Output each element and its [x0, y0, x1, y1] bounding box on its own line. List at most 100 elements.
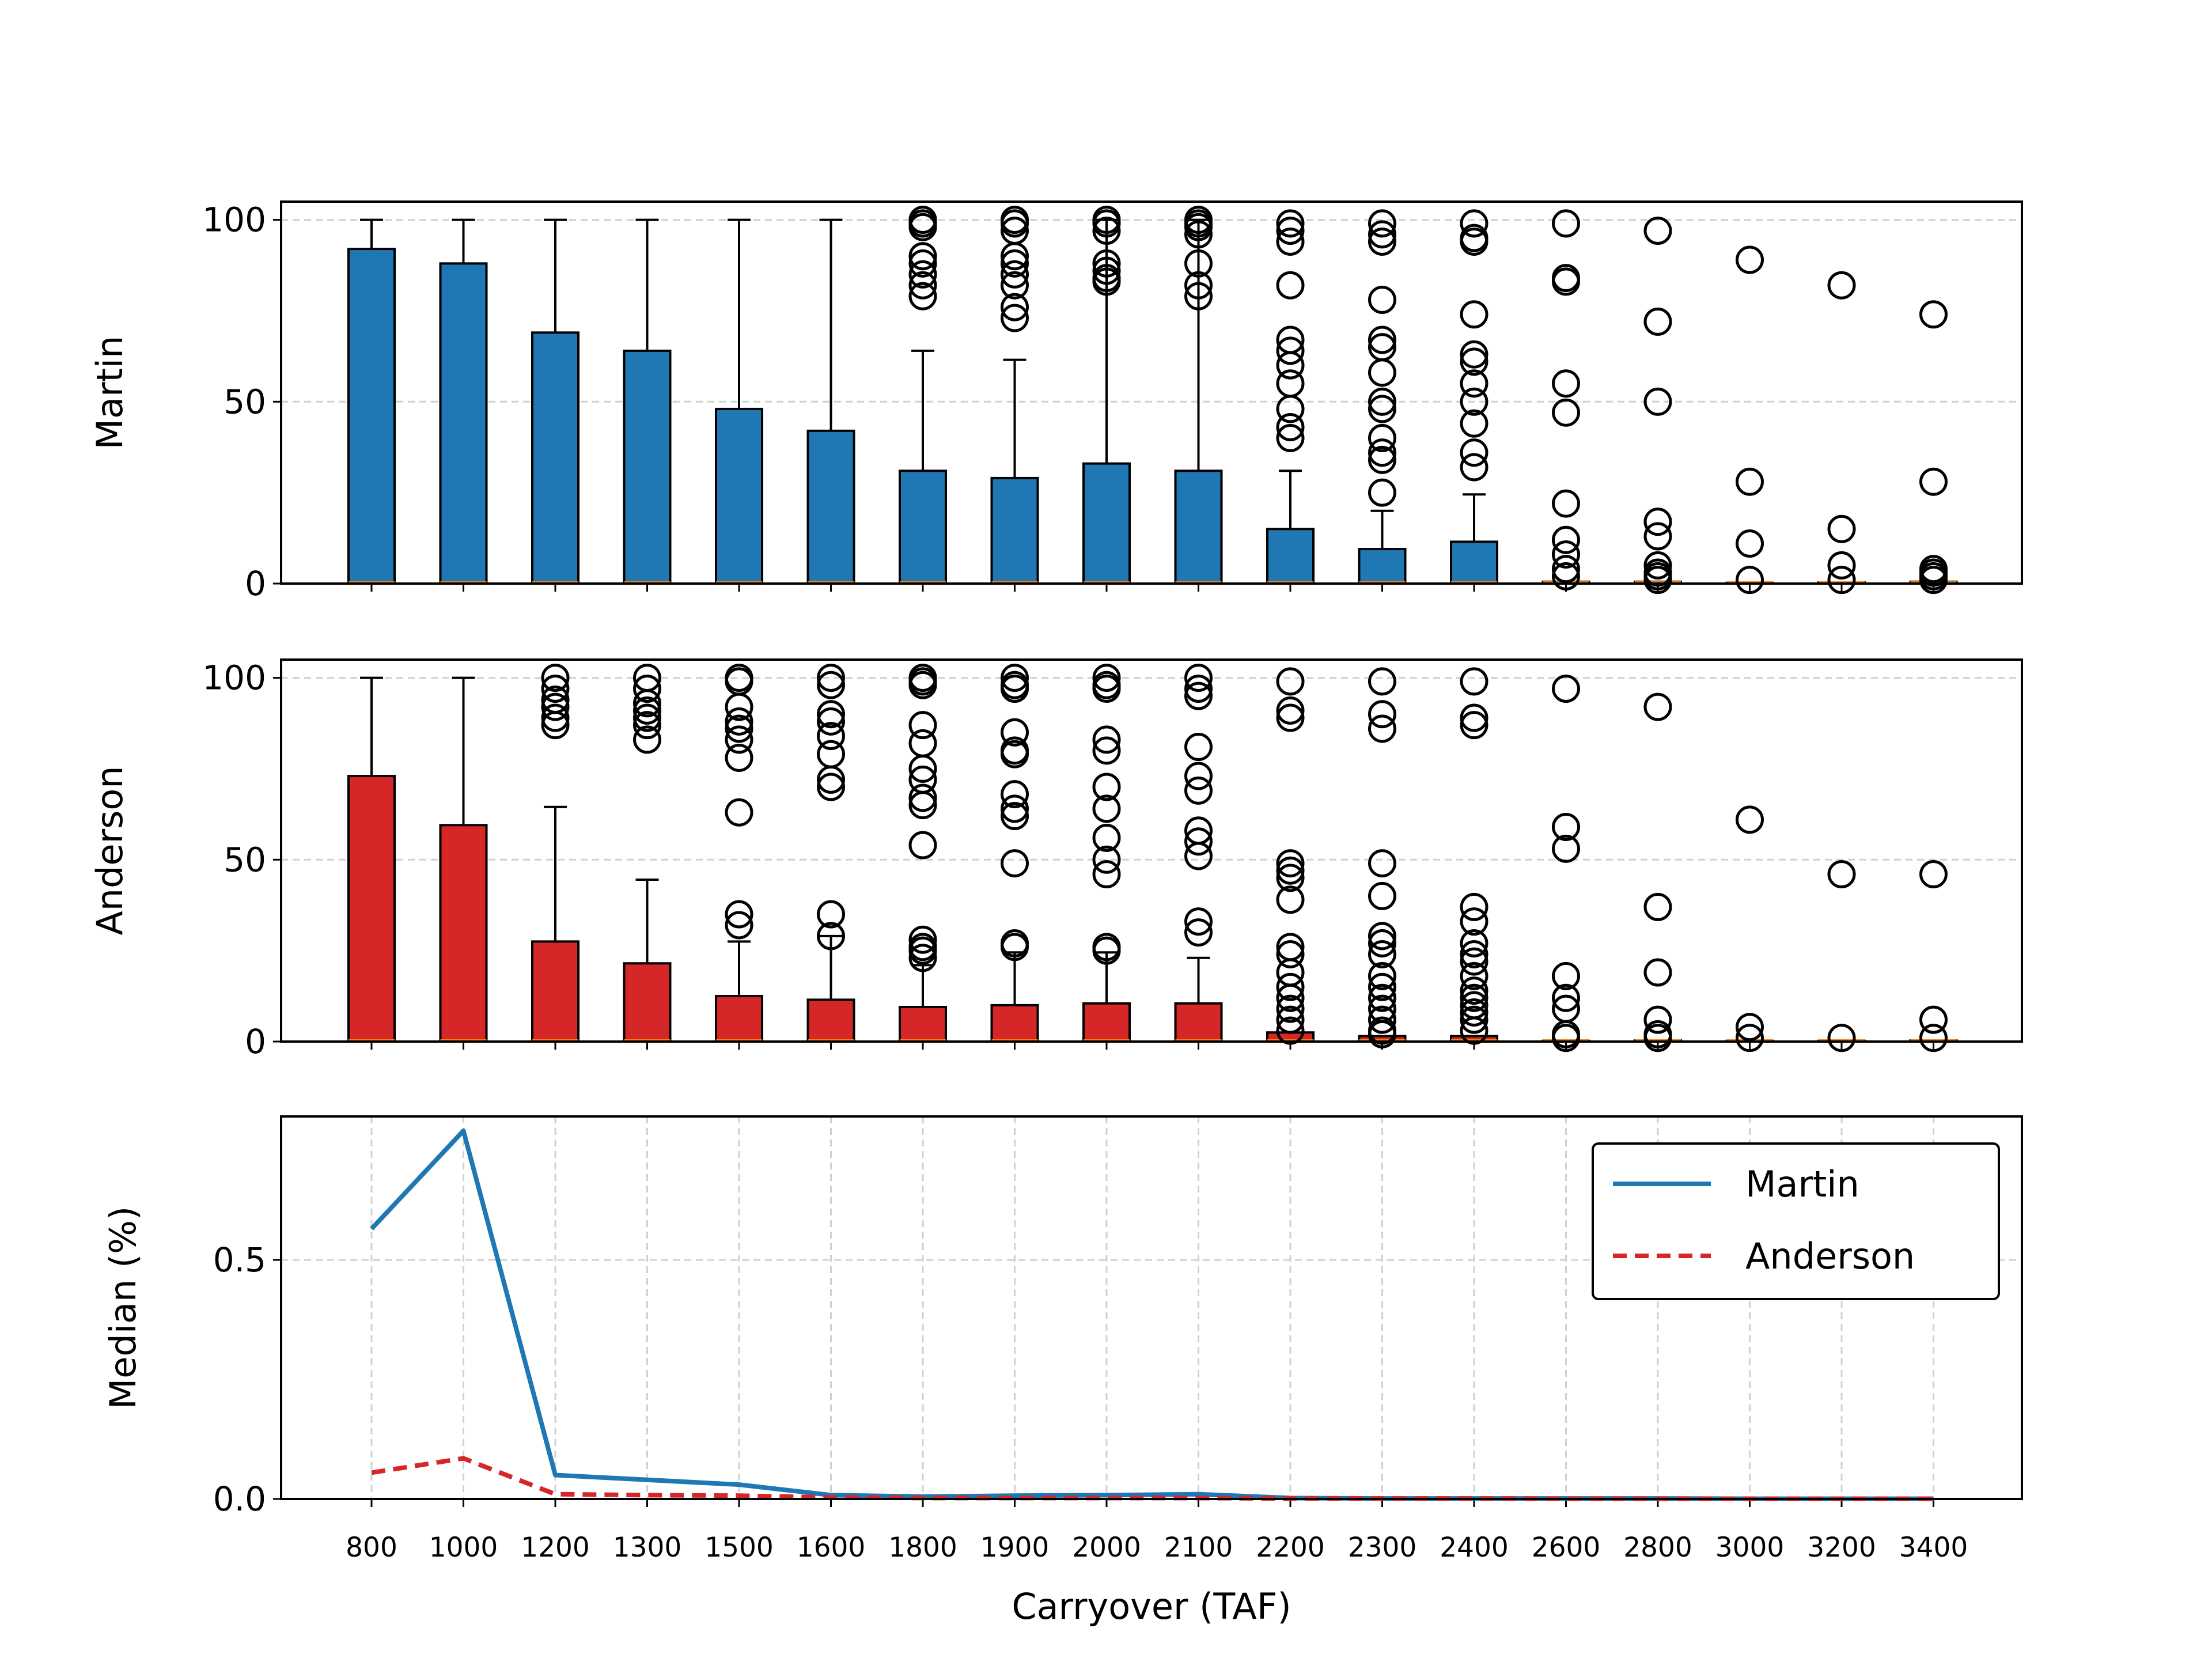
outlier-point: [1368, 358, 1396, 387]
outlier-point: [1460, 892, 1488, 921]
outlier-point: [1552, 961, 1580, 990]
outlier-point: [1001, 664, 1029, 692]
box-bar: [1450, 540, 1498, 585]
outlier-point: [1092, 209, 1121, 238]
x-tick-label: 2000: [1072, 1532, 1141, 1563]
outlier-point: [1460, 983, 1488, 1012]
box-bar: [439, 262, 488, 585]
box-bar: [531, 940, 579, 1043]
plot-frame: [280, 658, 2023, 1043]
outlier-point: [1276, 1016, 1305, 1045]
outlier-point: [633, 696, 661, 725]
box-bar: [806, 429, 855, 585]
outlier-point: [1552, 398, 1580, 427]
outlier-point: [1001, 260, 1029, 289]
outlier-point: [1368, 849, 1396, 878]
y-tick-label: 0.5: [213, 1240, 266, 1279]
outlier-point: [1460, 1005, 1488, 1034]
outlier-point: [1552, 834, 1580, 863]
outlier-point: [1276, 864, 1305, 892]
outlier-point: [817, 900, 845, 929]
outlier-point: [1827, 514, 1856, 543]
y-axis-label: Median (%): [102, 1206, 144, 1410]
outlier-point: [1827, 860, 1856, 889]
outlier-point: [908, 729, 937, 758]
outlier-point: [633, 675, 661, 703]
box-bar: [623, 962, 672, 1043]
outlier-point: [1276, 351, 1305, 380]
median-panel: 0.0 0.5 800 1000 1200 1300 1500 1600 1800 1900 200…: [102, 1115, 2023, 1627]
outlier-point: [1092, 725, 1121, 754]
outlier-point: [1092, 823, 1121, 852]
outlier-point: [1001, 740, 1029, 768]
outlier-point: [1001, 242, 1029, 271]
outlier-point: [1643, 1024, 1672, 1053]
outlier-point: [1092, 845, 1121, 874]
x-tick-label: 1600: [797, 1532, 866, 1563]
outlier-point: [908, 282, 937, 311]
outlier-point: [1276, 696, 1305, 725]
outlier-point: [1552, 1024, 1580, 1053]
y-tick-label: 100: [202, 200, 266, 240]
outlier-point: [1368, 220, 1396, 249]
outlier-point: [817, 922, 845, 951]
x-tick-label: 3200: [1807, 1532, 1876, 1563]
outlier-point: [1276, 703, 1305, 732]
outlier-point: [725, 900, 753, 929]
outlier-point: [817, 707, 845, 736]
outlier-point: [1276, 856, 1305, 885]
outlier-point: [1368, 395, 1396, 423]
outlier-point: [1184, 664, 1213, 692]
outlier-point: [1736, 805, 1764, 834]
outlier-point: [908, 249, 937, 278]
x-tick-label: 3000: [1715, 1532, 1785, 1563]
outlier-point: [1184, 249, 1213, 278]
outlier-point: [541, 703, 570, 732]
outlier-point: [908, 671, 937, 699]
plot-frame: [280, 1115, 2023, 1500]
outlier-point: [725, 692, 753, 721]
x-tick-label: 1300: [613, 1532, 682, 1563]
outlier-point: [633, 711, 661, 740]
outlier-point: [1184, 762, 1213, 790]
outlier-point: [1276, 667, 1305, 696]
outlier-point: [817, 722, 845, 751]
outlier-point: [1001, 249, 1029, 278]
box-bar: [990, 476, 1039, 585]
outlier-point: [1276, 227, 1305, 256]
outlier-point: [1736, 1013, 1764, 1042]
outlier-point: [1276, 1005, 1305, 1034]
outlier-point: [1460, 976, 1488, 1005]
outlier-point: [1092, 249, 1121, 278]
outlier-point: [817, 765, 845, 794]
outlier-point: [1552, 369, 1580, 398]
outlier-point: [817, 773, 845, 801]
outlier-point: [1276, 972, 1305, 1001]
outlier-point: [1368, 423, 1396, 452]
box-bar: [531, 331, 579, 585]
outlier-point: [1919, 467, 1948, 496]
outlier-point: [1001, 794, 1029, 823]
outlier-point: [1643, 522, 1672, 551]
outlier-point: [1184, 213, 1213, 241]
outlier-point: [1736, 1024, 1764, 1053]
outlier-point: [908, 925, 937, 954]
box-bar: [715, 407, 763, 585]
outlier-point: [1460, 711, 1488, 740]
outlier-point: [1552, 540, 1580, 569]
box-bar: [899, 1006, 947, 1043]
outlier-point: [1368, 940, 1396, 968]
outlier-point: [1092, 664, 1121, 692]
outlier-point: [1460, 961, 1488, 990]
outlier-point: [1276, 271, 1305, 300]
outlier-point: [908, 783, 937, 812]
outlier-point: [1460, 1016, 1488, 1045]
outlier-point: [633, 725, 661, 754]
outlier-point: [1919, 566, 1948, 595]
outlier-point: [817, 664, 845, 692]
outlier-point: [1460, 667, 1488, 696]
outlier-point: [1092, 936, 1121, 965]
outlier-point: [1001, 780, 1029, 809]
box-bar: [1266, 528, 1315, 585]
box-bar: [899, 470, 947, 585]
